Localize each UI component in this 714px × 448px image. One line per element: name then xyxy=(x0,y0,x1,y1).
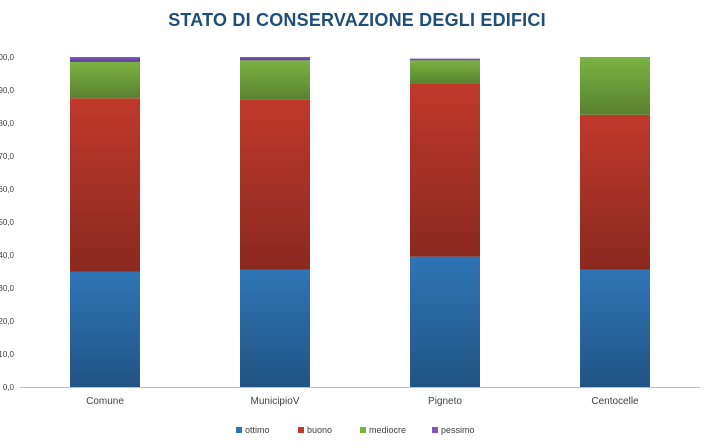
bar-pessimo-Pigneto xyxy=(410,58,480,61)
bar-buono-MunicipioV xyxy=(240,99,310,270)
legend-label-mediocre: mediocre xyxy=(369,425,406,435)
legend-swatch-mediocre xyxy=(360,427,366,433)
x-tick-label: MunicipioV xyxy=(251,396,300,407)
y-tick-label: 50,0 xyxy=(0,218,15,227)
bar-ottimo-Centocelle xyxy=(580,269,650,387)
y-tick-label: 40,0 xyxy=(0,251,15,260)
bar-buono-Pigneto xyxy=(410,83,480,257)
x-tick-label: Centocelle xyxy=(591,396,639,407)
legend: ottimo buono mediocre pessimo xyxy=(236,425,475,435)
legend-label-pessimo: pessimo xyxy=(441,425,475,435)
y-tick-label: 30,0 xyxy=(0,284,15,293)
bar-mediocre-Centocelle xyxy=(580,57,650,115)
legend-swatch-ottimo xyxy=(236,427,242,433)
y-tick-label: 10,0 xyxy=(0,350,15,359)
bar-ottimo-MunicipioV xyxy=(240,269,310,387)
legend-swatch-buono xyxy=(298,427,304,433)
y-axis: 0,0 10,0 20,0 30,0 40,0 50,0 60,0 70,0 80,0 90,0 1… xyxy=(0,53,15,392)
y-tick-label: 60,0 xyxy=(0,185,15,194)
bar-mediocre-MunicipioV xyxy=(240,60,310,100)
bars-group xyxy=(70,57,650,387)
x-tick-label: Comune xyxy=(86,396,124,407)
bar-buono-Centocelle xyxy=(580,114,650,270)
y-tick-label: 100,0 xyxy=(0,53,15,62)
legend-label-buono: buono xyxy=(307,425,332,435)
bar-ottimo-Comune xyxy=(70,271,140,387)
y-tick-label: 80,0 xyxy=(0,119,15,128)
bar-mediocre-Pigneto xyxy=(410,60,480,84)
x-axis: Comune MunicipioV Pigneto Centocelle xyxy=(20,387,700,407)
bar-pessimo-MunicipioV xyxy=(240,57,310,61)
bar-mediocre-Comune xyxy=(70,61,140,99)
y-tick-label: 70,0 xyxy=(0,152,15,161)
chart-title: STATO DI CONSERVAZIONE DEGLI EDIFICI xyxy=(168,10,546,30)
bar-pessimo-Comune xyxy=(70,57,140,62)
legend-swatch-pessimo xyxy=(432,427,438,433)
y-tick-label: 90,0 xyxy=(0,86,15,95)
bar-ottimo-Pigneto xyxy=(410,256,480,387)
y-tick-label: 20,0 xyxy=(0,317,15,326)
y-tick-label: 0,0 xyxy=(3,383,15,392)
legend-label-ottimo: ottimo xyxy=(245,425,270,435)
bar-buono-Comune xyxy=(70,98,140,272)
x-tick-label: Pigneto xyxy=(428,396,462,407)
